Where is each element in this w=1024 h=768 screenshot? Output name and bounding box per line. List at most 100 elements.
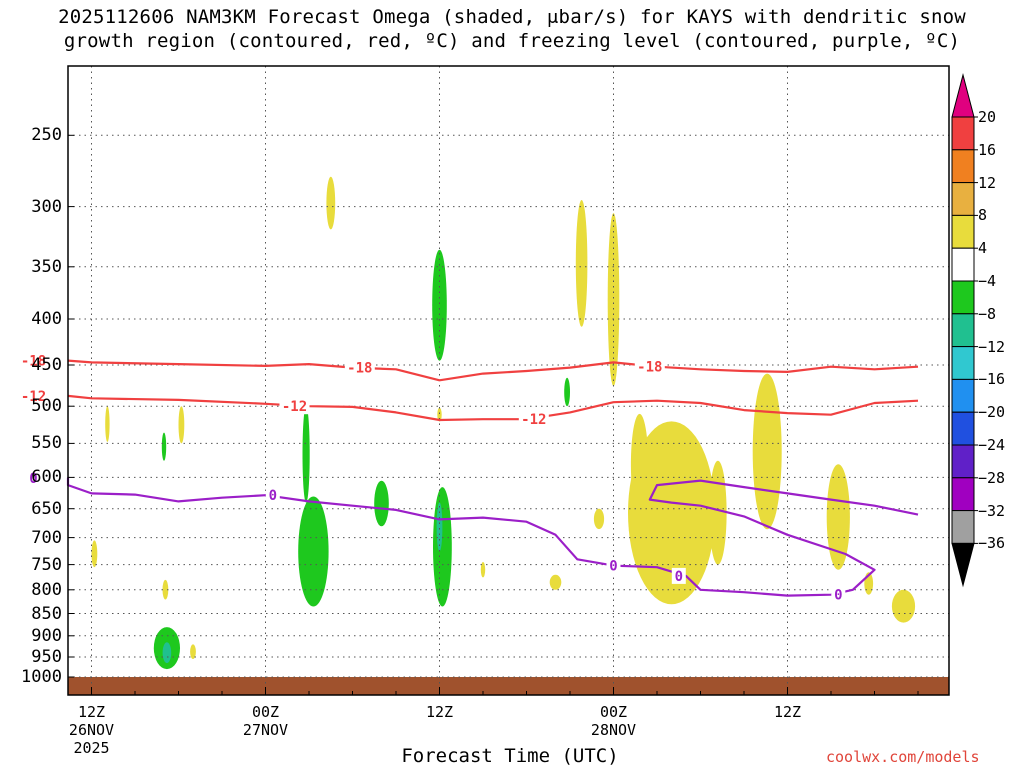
colorbar-label-1: 16	[978, 140, 997, 159]
ytick-label-550: 550	[31, 433, 62, 454]
colorbar-label-4: 4	[978, 239, 988, 258]
colorbar-top-arrow	[951, 73, 975, 118]
contour-label-2-3: 0	[675, 569, 683, 585]
plot-frame	[67, 65, 950, 696]
colorbar-label-3: 8	[978, 206, 988, 225]
chart-title-line-1: 2025112606 NAM3KM Forecast Omega (shaded…	[58, 6, 966, 28]
omega-region-12	[433, 487, 452, 607]
colorbar-bin-10	[951, 411, 975, 446]
omega-region-20	[162, 642, 172, 664]
ytick-label-800: 800	[31, 579, 62, 600]
contour-label-0-2: -18	[637, 360, 662, 376]
colorbar-bin-12	[951, 477, 975, 512]
ytick-label-250: 250	[31, 125, 62, 146]
colorbar-label-11: −28	[978, 468, 1006, 487]
omega-region-2	[607, 213, 620, 387]
contour-0	[67, 359, 919, 382]
chart-title-line-2: growth region (contoured, red, ºC) and f…	[63, 30, 961, 52]
omega-region-29	[752, 373, 782, 530]
colorbar-label-8: −16	[978, 370, 1006, 389]
ytick-label-1000: 1000	[21, 667, 62, 687]
grid-layer	[68, 66, 949, 695]
colorbar-label-5: −4	[978, 272, 997, 290]
colorbar-bin-6	[951, 280, 975, 315]
xtick-label-0-0: 12Z	[77, 703, 106, 721]
contour-label-2-2: 0	[609, 559, 617, 575]
xtick-label-1-1: 27NOV	[242, 721, 289, 739]
axis-ticks	[68, 134, 919, 695]
omega-region-3	[432, 249, 447, 361]
contour-label-bg	[279, 398, 310, 415]
ytick-label-450: 450	[31, 355, 62, 375]
omega-region-0	[326, 176, 336, 230]
colorbar-label-10: −24	[978, 436, 1006, 454]
contour-layer	[66, 359, 919, 597]
colorbar-bin-13	[951, 510, 975, 544]
colorbar-label-2: 12	[978, 173, 997, 192]
omega-region-10	[298, 496, 329, 607]
omega-region-25	[593, 508, 605, 530]
colorbar-label-13: −36	[978, 534, 1006, 553]
colorbar-bin-8	[951, 346, 975, 380]
colorbar-bin-2	[951, 149, 975, 184]
omega-region-26	[628, 421, 715, 605]
xtick-label-0-1: 26NOV	[68, 721, 115, 739]
contour-label-bg	[265, 487, 280, 504]
omega-region-24	[549, 574, 562, 590]
omega-region-13	[436, 502, 443, 552]
omega-region-32	[891, 589, 916, 623]
xtick-label-3-0: 00Z	[599, 703, 628, 721]
omega-region-4	[564, 377, 570, 407]
colorbar-bin-9	[951, 378, 975, 413]
colorbar-bin-7	[951, 313, 975, 348]
omega-region-30	[826, 464, 850, 570]
xtick-label-4-0: 12Z	[773, 703, 802, 721]
contour-label-bg	[18, 387, 49, 404]
colorbar-bin-11	[951, 444, 975, 479]
xtick-label-1-0: 00Z	[251, 703, 280, 721]
ytick-label-750: 750	[31, 554, 62, 575]
contour-label-0-0: -18	[21, 354, 46, 370]
colorbar-bin-1	[951, 116, 975, 151]
ytick-label-400: 400	[31, 309, 62, 329]
contour-label-bg	[634, 358, 665, 375]
contour-label-bg	[344, 359, 375, 376]
contour-label-bg	[831, 586, 846, 603]
omega-region-8	[161, 432, 167, 461]
colorbar	[951, 73, 978, 588]
contour-label-2-0: 0	[29, 471, 37, 487]
colorbar-label-0: 20	[978, 108, 997, 126]
contour-label-bg	[26, 470, 41, 487]
omega-region-27	[630, 413, 649, 515]
x-axis-label: Forecast Time (UTC)	[401, 745, 619, 767]
omega-region-7	[178, 406, 185, 444]
omega-region-6	[105, 406, 110, 442]
ytick-label-950: 950	[31, 647, 62, 667]
omega-region-22	[190, 644, 196, 659]
contour-label-0-1: -18	[347, 361, 372, 377]
surface-layer	[68, 677, 949, 695]
surface-band	[68, 677, 949, 695]
ytick-label-300: 300	[31, 196, 62, 217]
contour-label-bg	[518, 411, 549, 428]
contour-label-1-0: -12	[21, 389, 46, 405]
xtick-label-2-0: 12Z	[425, 703, 454, 721]
omega-region-14	[437, 407, 442, 422]
ytick-label-850: 850	[31, 603, 62, 624]
colorbar-label-9: −20	[978, 403, 1006, 422]
contour-label-layer: -18 -18 -18 -12 -12 -12 0 0 0 0 0	[18, 352, 846, 604]
xtick-label-0-2: 2025	[73, 739, 110, 757]
credit-link[interactable]: coolwx.com/models	[826, 748, 980, 766]
ytick-label-900: 900	[31, 625, 62, 646]
omega-region-28	[709, 460, 727, 565]
contour-label-2-1: 0	[269, 488, 277, 504]
colorbar-label-12: −32	[978, 501, 1006, 520]
contour-label-1-1: -12	[282, 399, 307, 415]
omega-region-21	[162, 579, 169, 600]
contour-label-bg	[18, 352, 49, 369]
ytick-label-700: 700	[31, 527, 62, 548]
contour-2	[66, 477, 919, 597]
contour-label-bg	[671, 567, 686, 584]
xtick-label-3-1: 28NOV	[590, 721, 637, 739]
omega-shading-layer	[91, 176, 916, 670]
